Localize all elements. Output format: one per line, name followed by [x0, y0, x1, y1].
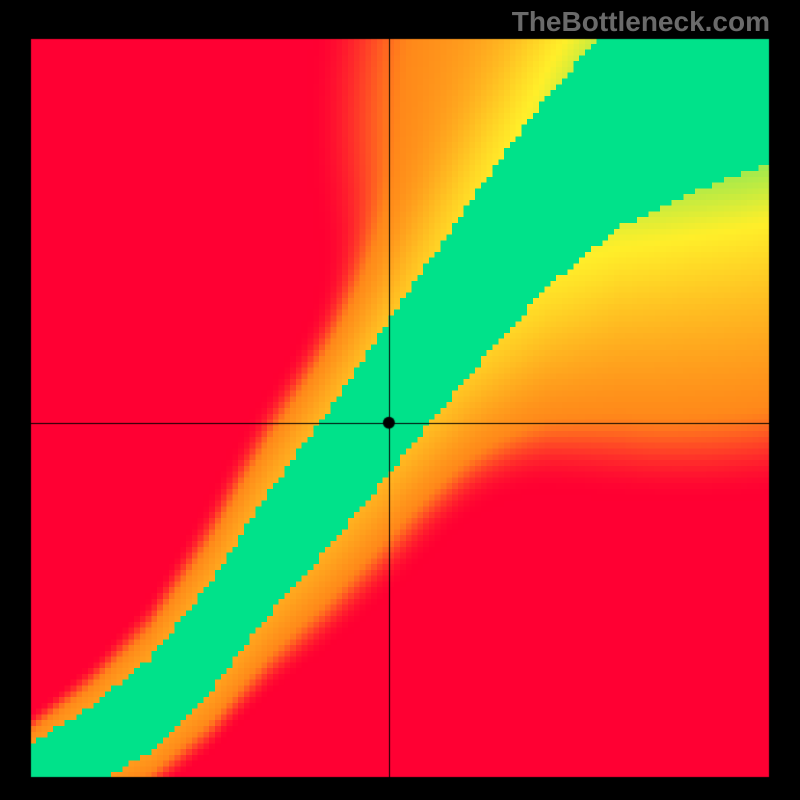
watermark-text: TheBottleneck.com: [512, 6, 770, 38]
crosshair-overlay: [30, 38, 770, 778]
